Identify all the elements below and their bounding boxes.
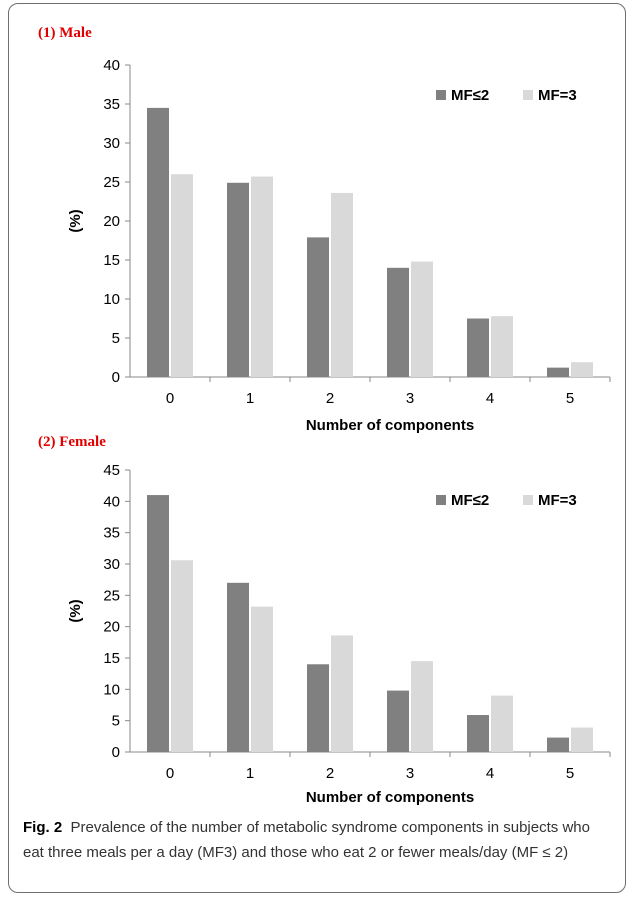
- legend-swatch: [523, 495, 533, 505]
- y-tick-label: 20: [103, 619, 120, 636]
- y-tick-label: 5: [112, 330, 120, 347]
- x-axis-title: Number of components: [306, 417, 474, 434]
- y-tick-label: 30: [103, 556, 120, 573]
- legend-label: MF≤2: [451, 87, 489, 104]
- bar-mf-eq-3: [171, 560, 193, 752]
- y-tick-label: 25: [103, 587, 120, 604]
- y-tick-label: 35: [103, 525, 120, 542]
- bar-mf-le-2: [467, 715, 489, 752]
- chart-male: (1) Male 0 5 10 15 20 25 30 35 40 (%) 0 1 2 3 4 5 Number …: [38, 25, 611, 434]
- bar-mf-le-2: [547, 367, 569, 377]
- x-tick-label: 1: [246, 390, 254, 407]
- x-tick-label: 3: [406, 765, 414, 782]
- figure-frame: [8, 3, 626, 893]
- caption-label: Fig. 2: [23, 819, 63, 836]
- bar-mf-eq-3: [571, 362, 593, 377]
- y-tick-label: 15: [103, 252, 120, 269]
- bar-mf-le-2: [387, 267, 409, 377]
- bar-mf-eq-3: [331, 635, 353, 752]
- y-axis-title: (%): [67, 209, 84, 232]
- legend-swatch: [436, 90, 446, 100]
- bar-mf-le-2: [307, 237, 329, 377]
- x-tick-label: 5: [566, 390, 574, 407]
- y-tick-label: 0: [112, 744, 120, 761]
- legend-label: MF≤2: [451, 492, 489, 509]
- x-tick-label: 5: [566, 765, 574, 782]
- y-tick-label: 40: [103, 57, 120, 74]
- panel-label: (2) Female: [38, 434, 106, 450]
- bar-mf-le-2: [227, 582, 249, 752]
- caption-text: Prevalence of the number of metabolic sy…: [23, 819, 590, 861]
- legend-label: MF=3: [538, 87, 577, 104]
- bar-mf-eq-3: [251, 176, 273, 377]
- x-axis-title: Number of components: [306, 789, 474, 806]
- y-tick-label: 25: [103, 174, 120, 191]
- bar-mf-le-2: [547, 737, 569, 752]
- bar-mf-eq-3: [571, 727, 593, 752]
- x-tick-label: 0: [166, 765, 174, 782]
- bar-mf-le-2: [227, 182, 249, 377]
- y-tick-label: 30: [103, 135, 120, 152]
- y-tick-label: 15: [103, 650, 120, 667]
- legend-swatch: [436, 495, 446, 505]
- y-tick-label: 20: [103, 213, 120, 230]
- bar-mf-le-2: [467, 318, 489, 377]
- x-tick-label: 4: [486, 765, 494, 782]
- bar-mf-eq-3: [251, 606, 273, 752]
- y-axis-title: (%): [67, 599, 84, 622]
- y-tick-label: 40: [103, 493, 120, 510]
- bar-mf-eq-3: [411, 261, 433, 377]
- x-tick-label: 4: [486, 390, 494, 407]
- bar-mf-le-2: [147, 107, 169, 378]
- figure-caption: Fig. 2 Prevalence of the number of metab…: [23, 815, 613, 865]
- y-tick-label: 10: [103, 291, 120, 308]
- bar-mf-le-2: [387, 690, 409, 752]
- bar-mf-le-2: [147, 495, 169, 752]
- bar-mf-eq-3: [171, 174, 193, 377]
- x-tick-label: 2: [326, 765, 334, 782]
- bar-mf-eq-3: [491, 695, 513, 752]
- bar-mf-le-2: [307, 664, 329, 752]
- y-tick-label: 0: [112, 369, 120, 386]
- panel-label: (1) Male: [38, 25, 92, 41]
- x-tick-label: 2: [326, 390, 334, 407]
- x-tick-label: 3: [406, 390, 414, 407]
- bar-mf-eq-3: [491, 316, 513, 377]
- x-tick-label: 1: [246, 765, 254, 782]
- y-tick-label: 5: [112, 713, 120, 730]
- legend-swatch: [523, 90, 533, 100]
- x-tick-label: 0: [166, 390, 174, 407]
- y-tick-label: 35: [103, 96, 120, 113]
- bar-mf-eq-3: [411, 661, 433, 752]
- legend-label: MF=3: [538, 492, 577, 509]
- bar-mf-eq-3: [331, 192, 353, 377]
- y-tick-label: 10: [103, 681, 120, 698]
- y-tick-label: 45: [103, 462, 120, 479]
